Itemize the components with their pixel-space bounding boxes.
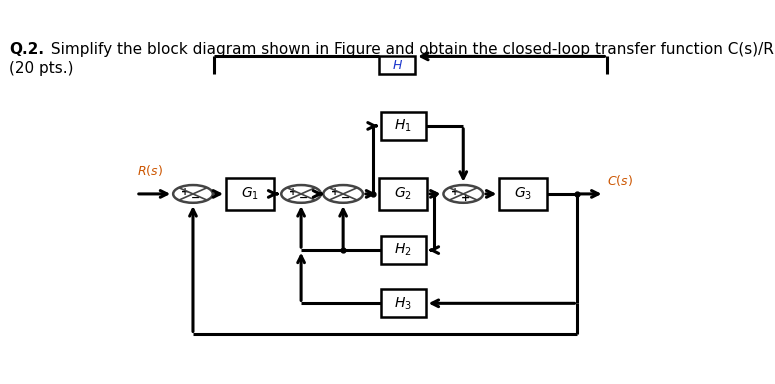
Bar xyxy=(379,56,415,74)
Text: +: + xyxy=(451,187,460,197)
Text: +: + xyxy=(331,187,339,197)
Text: $H_{1}$: $H_{1}$ xyxy=(394,118,412,134)
Text: $R(s)$: $R(s)$ xyxy=(137,163,163,178)
Text: $H$: $H$ xyxy=(391,59,403,72)
Text: (20 pts.): (20 pts.) xyxy=(9,61,74,76)
Text: +: + xyxy=(181,187,189,197)
Text: Simplify the block diagram shown in Figure and obtain the closed-loop transfer f: Simplify the block diagram shown in Figu… xyxy=(46,42,775,57)
Text: $G_{1}$: $G_{1}$ xyxy=(241,186,259,202)
Text: $G_{2}$: $G_{2}$ xyxy=(394,186,412,202)
Text: −: − xyxy=(299,194,308,204)
Text: +: + xyxy=(289,187,297,197)
Text: $C(s)$: $C(s)$ xyxy=(608,173,633,188)
Text: Q.2.: Q.2. xyxy=(9,42,44,57)
Bar xyxy=(381,236,425,264)
Bar xyxy=(499,178,547,210)
Text: −: − xyxy=(341,194,350,204)
Ellipse shape xyxy=(323,185,363,203)
Ellipse shape xyxy=(281,185,321,203)
Text: $G_{3}$: $G_{3}$ xyxy=(515,186,532,202)
Text: −: − xyxy=(191,194,201,204)
Bar xyxy=(381,112,425,140)
Bar xyxy=(381,289,425,317)
Text: +: + xyxy=(461,194,470,204)
Ellipse shape xyxy=(173,185,213,203)
Text: $H_{3}$: $H_{3}$ xyxy=(394,295,412,311)
Ellipse shape xyxy=(443,185,483,203)
Bar xyxy=(379,178,427,210)
Bar xyxy=(226,178,274,210)
Text: $H_{2}$: $H_{2}$ xyxy=(394,242,412,258)
